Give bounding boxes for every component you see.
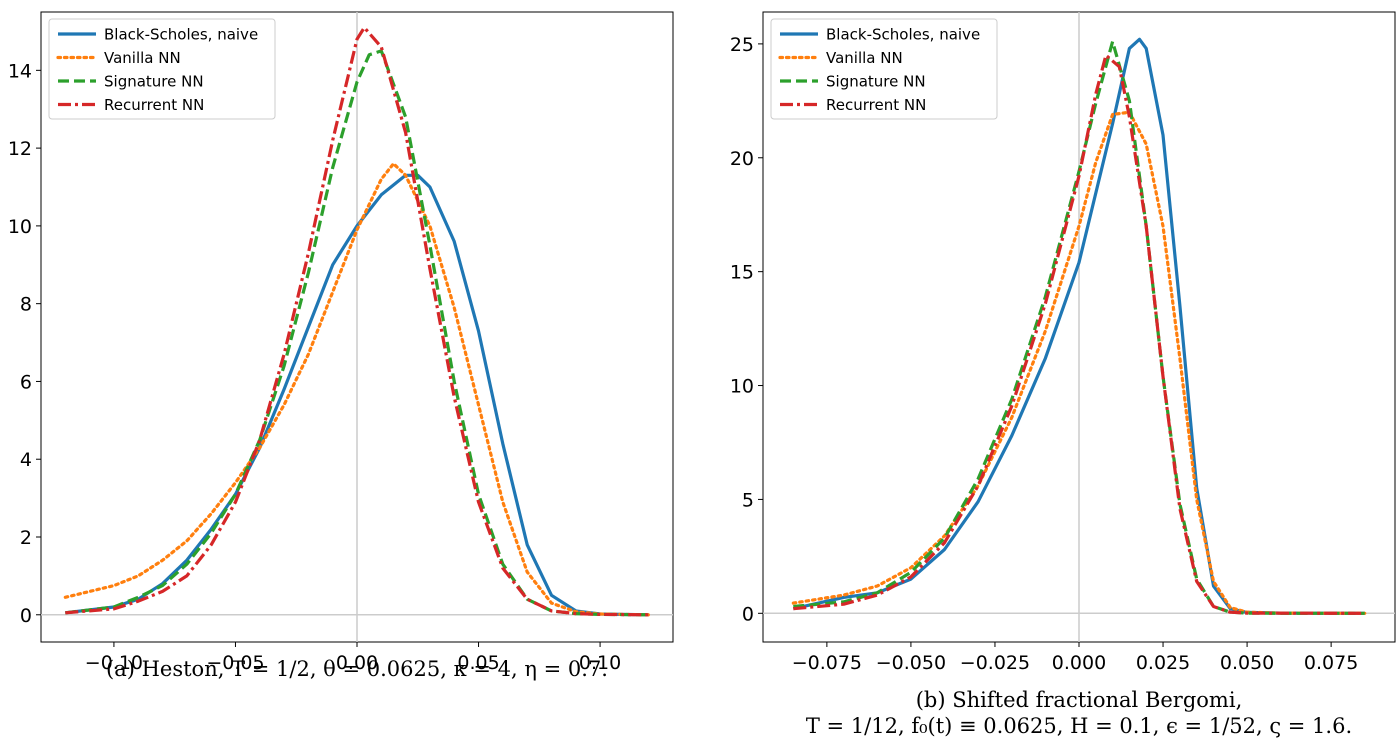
legend-frame bbox=[48, 18, 276, 120]
legend-label: Signature NN bbox=[826, 73, 926, 91]
x-tick-label: 0.000 bbox=[1052, 652, 1106, 674]
x-tick-label: −0.025 bbox=[960, 652, 1030, 674]
y-tick-label: 0 bbox=[20, 605, 32, 627]
x-tick-label: 0.05 bbox=[457, 652, 499, 674]
caption-a: (a) Heston, T = 1/2, θ = 0.0625, κ = 4, … bbox=[106, 657, 608, 681]
y-tick-label: 14 bbox=[8, 60, 32, 82]
x-tick-label: 0.050 bbox=[1220, 652, 1274, 674]
y-tick-label: 8 bbox=[20, 294, 32, 316]
series-line-vanilla-nn bbox=[791, 110, 1367, 615]
legend: Black-Scholes, naive Vanilla NN Signature … bbox=[770, 18, 998, 120]
x-tick-label: −0.075 bbox=[792, 652, 862, 674]
legend: Black-Scholes, naive Vanilla NN Signature … bbox=[48, 18, 276, 120]
y-tick-label: 10 bbox=[8, 216, 32, 238]
x-tick-label: 0.025 bbox=[1136, 652, 1190, 674]
legend-label: Recurrent NN bbox=[104, 96, 204, 114]
series-line-recurrent-nn bbox=[65, 26, 649, 617]
legend-label: Recurrent NN bbox=[826, 96, 926, 114]
y-tick-label: 10 bbox=[730, 376, 754, 398]
x-tick-label: −0.10 bbox=[85, 652, 143, 674]
y-tick-label: 0 bbox=[742, 603, 754, 625]
series-line-signature-nn bbox=[65, 49, 649, 617]
y-tick-label: 20 bbox=[730, 148, 754, 170]
series-line-recurrent-nn bbox=[793, 53, 1365, 615]
y-tick-label: 4 bbox=[20, 449, 32, 471]
series-line-black-scholes-naive bbox=[65, 173, 649, 617]
y-tick-label: 25 bbox=[730, 34, 754, 56]
x-tick-label: −0.050 bbox=[876, 652, 946, 674]
caption-b-line2: T = 1/12, f₀(t) ≡ 0.0625, H = 0.1, ϵ = 1… bbox=[806, 714, 1352, 738]
series-line-vanilla-nn bbox=[63, 162, 651, 617]
y-tick-label: 2 bbox=[20, 527, 32, 549]
legend-label: Vanilla NN bbox=[826, 49, 903, 67]
legend-label: Vanilla NN bbox=[104, 49, 181, 67]
legend-label: Signature NN bbox=[104, 73, 204, 91]
y-tick-label: 15 bbox=[730, 262, 754, 284]
y-tick-label: 5 bbox=[742, 489, 754, 511]
panel-b-bergomi: −0.075 −0.050 −0.025 0.000 0.025 0.050 0.075 0… bbox=[730, 11, 1396, 738]
panel-a-heston: −0.10 −0.05 0.00 0.05 0.10 0 2 4 6 8 10 12 14 Black… bbox=[8, 11, 674, 681]
x-tick-label: −0.05 bbox=[206, 652, 264, 674]
x-tick-label: 0.075 bbox=[1304, 652, 1358, 674]
legend-label: Black-Scholes, naive bbox=[826, 26, 980, 44]
x-tick-label: 0.10 bbox=[579, 652, 621, 674]
y-tick-label: 6 bbox=[20, 371, 32, 393]
caption-b-line1: (b) Shifted fractional Bergomi, bbox=[916, 688, 1243, 712]
legend-frame bbox=[770, 18, 998, 120]
series-line-signature-nn bbox=[793, 39, 1365, 615]
legend-label: Black-Scholes, naive bbox=[104, 26, 258, 44]
x-tick-label: 0.00 bbox=[336, 652, 378, 674]
y-tick-label: 12 bbox=[8, 138, 32, 160]
